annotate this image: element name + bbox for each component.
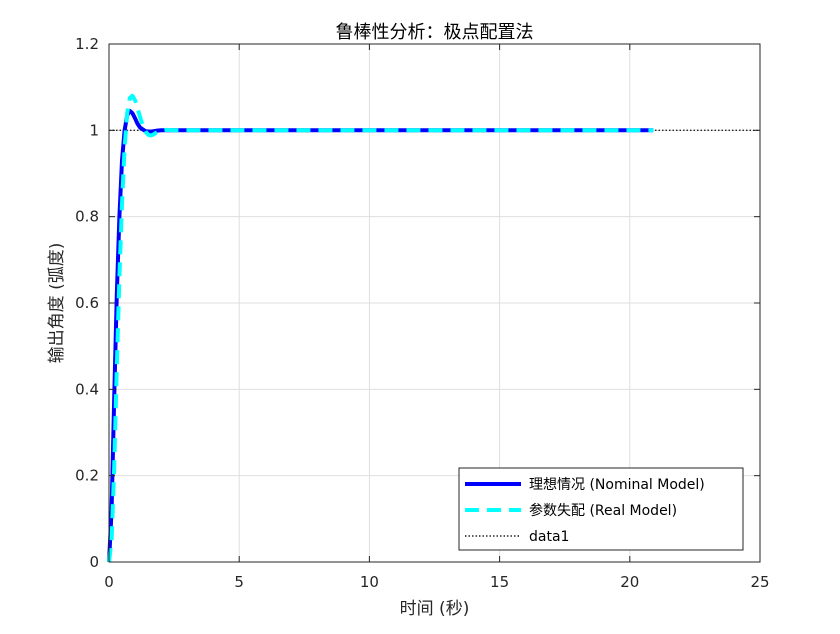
y-tick-label: 1.2 [75,35,99,53]
x-axis-label: 时间 (秒) [400,599,470,619]
legend: 理想情况 (Nominal Model) 参数失配 (Real Model) dat… [458,467,744,551]
series-layer [107,93,760,563]
y-tick-label: 0.4 [75,380,99,398]
y-tick-label: 1 [89,121,99,139]
x-tick-label: 15 [490,573,509,591]
legend-label: 理想情况 (Nominal Model) [529,477,705,493]
x-tick-label: 20 [620,573,639,591]
y-tick-label: 0.8 [75,208,99,226]
series-line-1 [107,93,654,563]
chart-title: 鲁棒性分析：极点配置法 [336,22,534,43]
y-axis-label: 输出角度 (弧度) [47,243,67,364]
x-tick-label: 5 [234,573,244,591]
x-tick-label: 10 [360,573,379,591]
y-tick-label: 0.2 [75,467,99,485]
x-tick-label: 25 [750,573,769,591]
ticks: 0 5 10 15 20 25 0 0.2 0.4 0.6 0.8 1 1.2 [75,35,769,591]
legend-label: 参数失配 (Real Model) [529,502,677,519]
y-tick-label: 0 [89,553,99,571]
x-tick-label: 0 [104,573,114,591]
legend-label: data1 [529,529,569,545]
y-tick-label: 0.6 [75,294,99,312]
legend-box [458,467,744,551]
